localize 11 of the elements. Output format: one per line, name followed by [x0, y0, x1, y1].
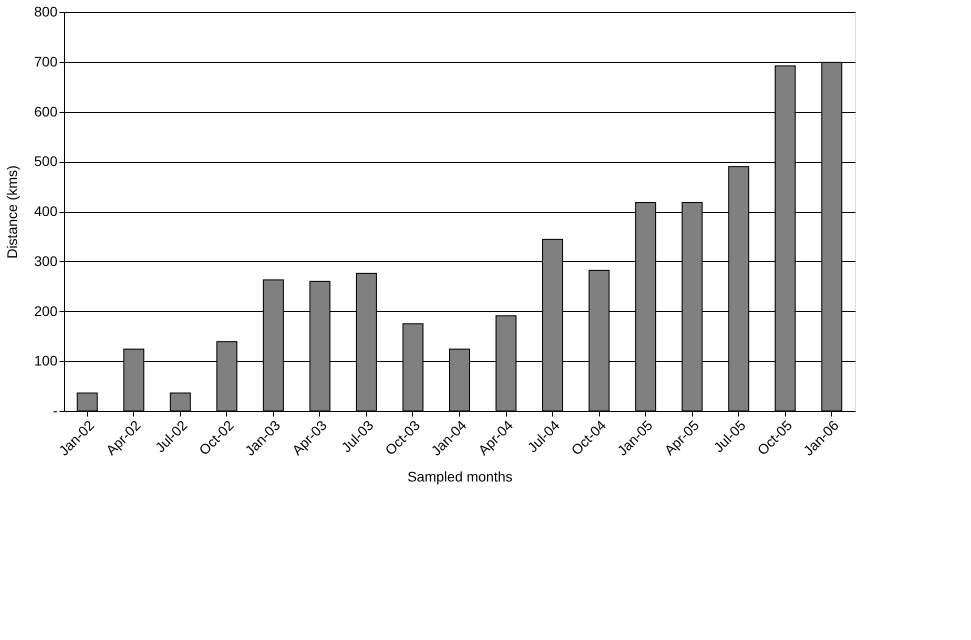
y-tick-label: 800: [34, 4, 58, 20]
x-axis-title: Sampled months: [407, 468, 513, 485]
y-tick-label: 600: [34, 103, 58, 120]
y-tick-label: 400: [34, 203, 58, 219]
y-tick-label: 500: [34, 153, 58, 170]
y-tick-label: 200: [34, 302, 58, 319]
y-axis-title: Distance (kms): [4, 165, 20, 259]
y-tick-label: 700: [34, 53, 58, 70]
y-tick-label: 100: [34, 352, 58, 369]
y-tick-label: 300: [34, 252, 58, 269]
y-tick-label: -: [52, 402, 58, 418]
